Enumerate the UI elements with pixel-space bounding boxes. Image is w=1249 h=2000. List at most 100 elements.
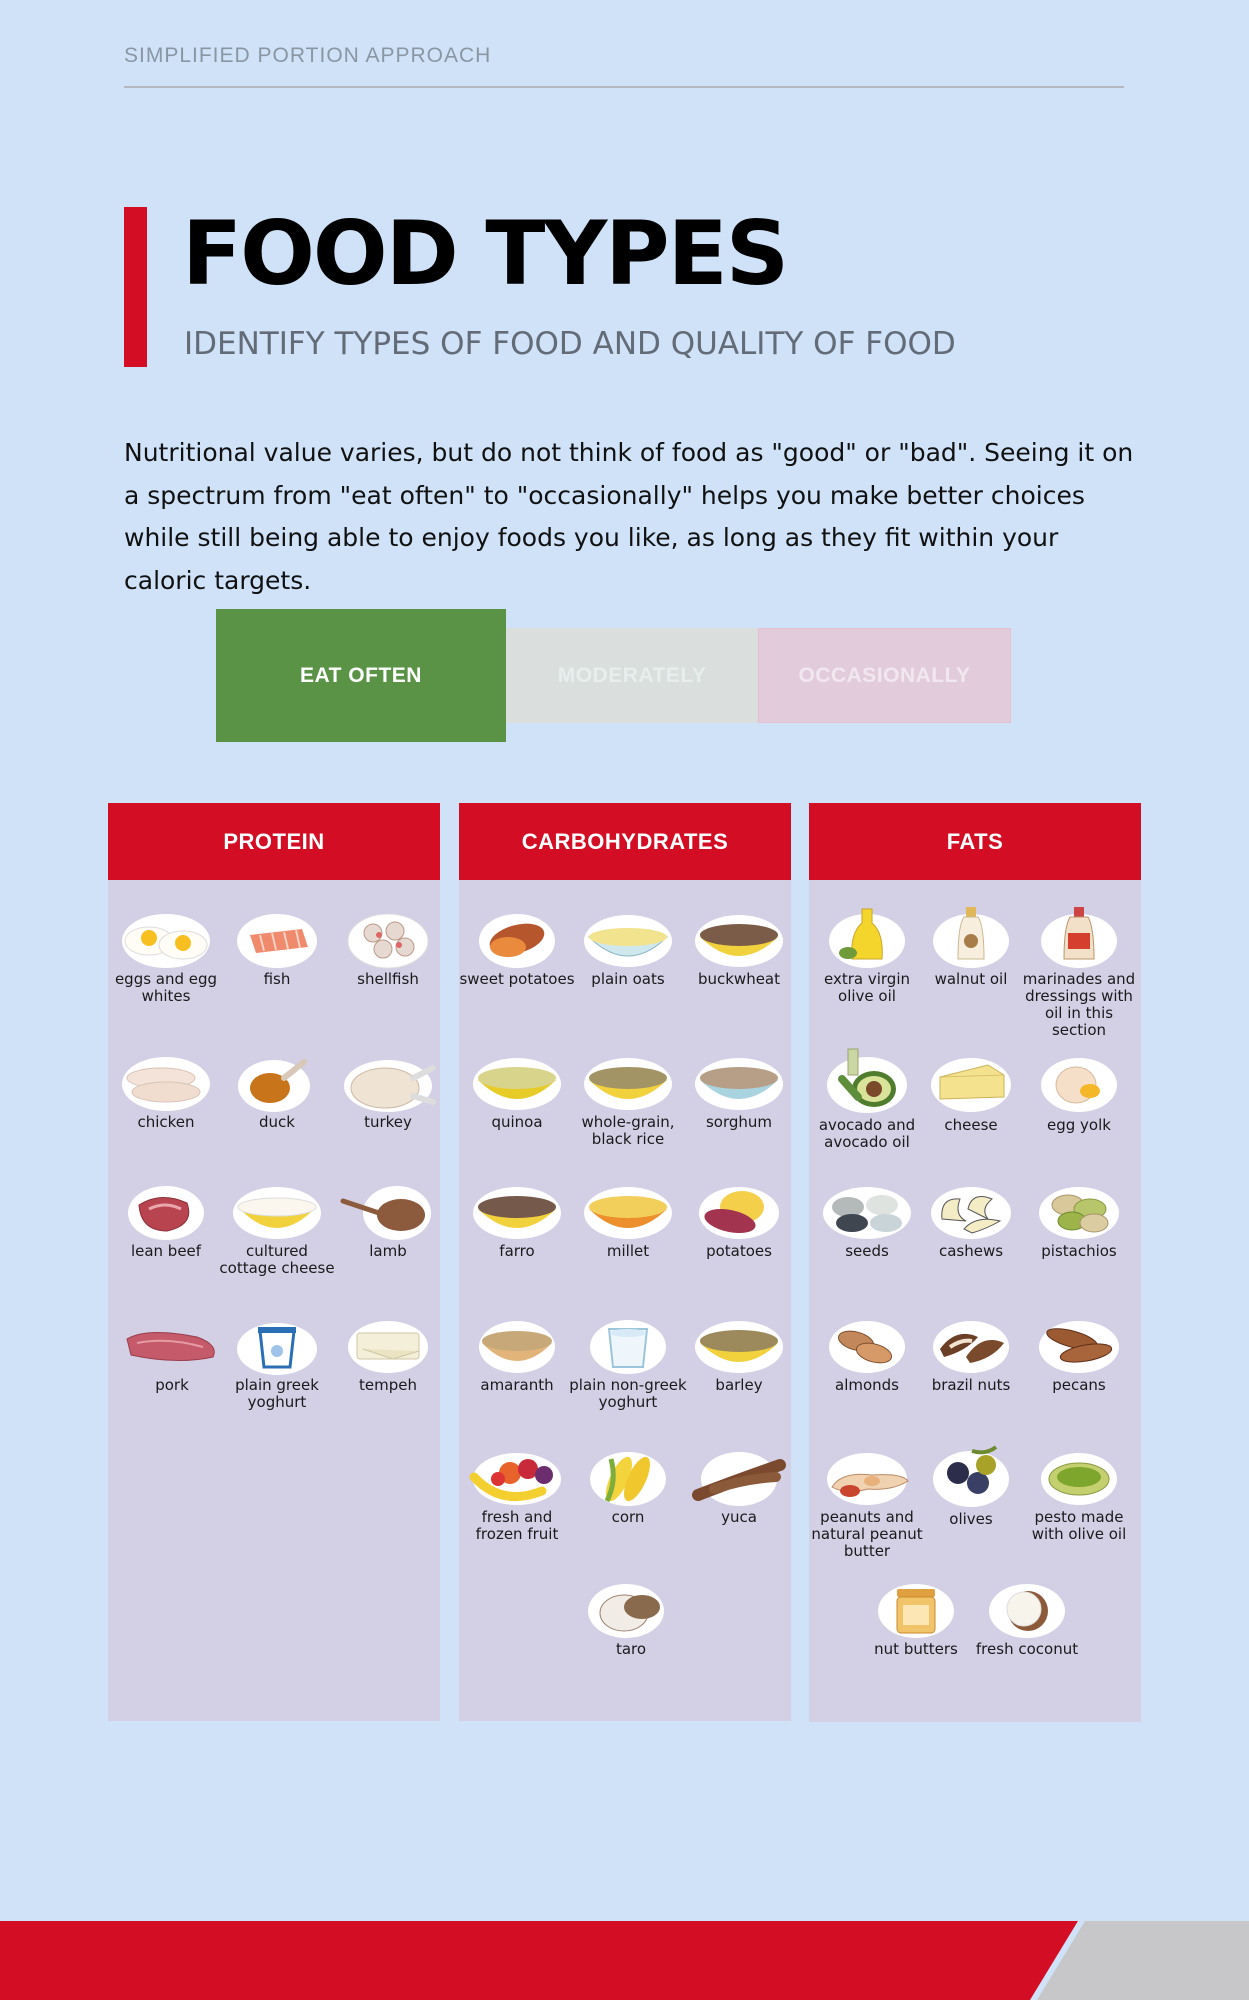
legend-eat-often[interactable]: EAT OFTEN <box>216 609 506 742</box>
food-item-dressings: marinades and dressings with oil in this… <box>1019 903 1139 1039</box>
cheese-icon <box>931 1058 1011 1112</box>
food-item-olive-oil: extra virgin olive oil <box>807 903 927 1005</box>
food-item-fish: fish <box>217 913 337 988</box>
food-label: whole-grain, black rice <box>581 1113 675 1148</box>
cashew-icon <box>931 1187 1011 1239</box>
olive-oil-bottle-icon <box>829 908 905 968</box>
food-label: walnut oil <box>934 970 1008 988</box>
food-label: olives <box>949 1510 993 1528</box>
lamb-icon <box>340 1186 431 1240</box>
pecan-icon <box>1039 1321 1119 1373</box>
food-item-seeds: seeds <box>807 1185 927 1260</box>
sorghum-bowl-icon <box>695 1058 783 1110</box>
eggs-icon <box>122 914 210 968</box>
title-accent-bar <box>124 207 147 367</box>
food-label: yuca <box>721 1508 757 1526</box>
tempeh-icon <box>348 1321 428 1373</box>
food-label: pistachios <box>1041 1242 1117 1260</box>
food-item-duck: duck <box>217 1056 337 1131</box>
food-label: millet <box>606 1242 650 1260</box>
food-label: marinades and dressings with oil in this… <box>1022 970 1136 1039</box>
food-item-sorghum: sorghum <box>679 1056 799 1131</box>
food-label: lamb <box>369 1242 407 1260</box>
yoghurt-glass-icon <box>590 1320 666 1374</box>
intro-paragraph: Nutritional value varies, but do not thi… <box>124 438 1134 595</box>
food-item-fruit: fresh and frozen fruit <box>457 1451 577 1543</box>
pesto-bowl-icon <box>1041 1453 1117 1505</box>
food-item-turkey: turkey <box>328 1056 448 1131</box>
dressing-bottle-icon <box>1041 907 1117 968</box>
food-label: corn <box>611 1508 645 1526</box>
fruit-icon <box>469 1453 561 1505</box>
legend-moderately[interactable]: MODERATELY <box>506 628 758 723</box>
corn-icon <box>590 1452 666 1506</box>
food-item-nut-butters: nut butters <box>856 1583 976 1658</box>
food-item-yuca: yuca <box>679 1451 799 1526</box>
food-item-millet: millet <box>568 1185 688 1260</box>
food-item-amaranth: amaranth <box>457 1319 577 1394</box>
chicken-icon <box>122 1057 210 1111</box>
avocado-icon <box>827 1048 907 1113</box>
food-item-eggs: eggs and egg whites <box>106 913 226 1005</box>
egg-yolk-icon <box>1041 1058 1117 1112</box>
food-item-cheese: cheese <box>911 1055 1031 1134</box>
nut-butter-jar-icon <box>878 1584 954 1638</box>
food-label: pecans <box>1052 1376 1106 1394</box>
sweet-potato-icon <box>479 914 555 968</box>
oats-bowl-icon <box>584 915 672 967</box>
food-label: potatoes <box>706 1242 772 1260</box>
food-item-pesto: pesto made with olive oil <box>1019 1451 1139 1543</box>
protein-column: PROTEIN eggs and egg whites fish shellfi… <box>108 803 440 1721</box>
food-item-cashews: cashews <box>911 1185 1031 1260</box>
food-item-olives: olives <box>911 1443 1031 1528</box>
turkey-icon <box>344 1060 436 1112</box>
food-item-plain-oats: plain oats <box>568 913 688 988</box>
food-item-sweet-potatoes: sweet potatoes <box>457 913 577 988</box>
carbohydrates-header: CARBOHYDRATES <box>459 803 791 880</box>
food-label: plain non-greek yoghurt <box>569 1376 687 1411</box>
food-label: pesto made with olive oil <box>1031 1508 1127 1543</box>
food-item-lean-beef: lean beef <box>106 1185 226 1260</box>
food-item-tempeh: tempeh <box>328 1319 448 1394</box>
page-subtitle: IDENTIFY TYPES OF FOOD AND QUALITY OF FO… <box>184 326 956 362</box>
food-item-walnut-oil: walnut oil <box>911 903 1031 988</box>
food-item-pistachios: pistachios <box>1019 1185 1139 1260</box>
legend-occasionally[interactable]: OCCASIONALLY <box>758 628 1011 723</box>
food-label: barley <box>715 1376 763 1394</box>
coconut-icon <box>989 1584 1065 1638</box>
food-item-pork: pork <box>112 1319 232 1394</box>
food-label: lean beef <box>130 1242 202 1260</box>
food-label: fish <box>263 970 291 988</box>
food-label: brazil nuts <box>931 1376 1011 1394</box>
food-label: egg yolk <box>1047 1116 1111 1134</box>
food-item-quinoa: quinoa <box>457 1056 577 1131</box>
almond-icon <box>829 1321 905 1373</box>
food-label: chicken <box>137 1113 195 1131</box>
buckwheat-bowl-icon <box>695 915 783 967</box>
yoghurt-cup-icon <box>237 1323 317 1375</box>
food-label: turkey <box>364 1113 412 1131</box>
food-label: pork <box>155 1376 189 1394</box>
food-label: plain greek yoghurt <box>235 1376 319 1411</box>
food-item-non-greek-yoghurt: plain non-greek yoghurt <box>568 1319 688 1411</box>
rice-bowl-icon <box>584 1058 672 1110</box>
food-label: quinoa <box>491 1113 543 1131</box>
food-label: tempeh <box>359 1376 417 1394</box>
food-label: fresh and frozen fruit <box>475 1508 559 1543</box>
food-label: eggs and egg whites <box>114 970 218 1005</box>
food-item-taro: taro <box>571 1583 691 1658</box>
farro-bowl-icon <box>473 1187 561 1239</box>
fats-column: FATS extra virgin olive oil walnut oil m… <box>809 803 1141 1722</box>
food-item-shellfish: shellfish <box>328 913 448 988</box>
header-rule <box>124 86 1124 88</box>
protein-header: PROTEIN <box>108 803 440 880</box>
food-item-fresh-coconut: fresh coconut <box>967 1583 1087 1658</box>
peanut-icon <box>827 1453 909 1505</box>
walnut-oil-bottle-icon <box>933 907 1009 968</box>
food-label: farro <box>499 1242 535 1260</box>
carbohydrates-column: CARBOHYDRATES sweet potatoes plain oats … <box>459 803 791 1721</box>
food-label: taro <box>615 1640 647 1658</box>
food-item-black-rice: whole-grain, black rice <box>568 1056 688 1148</box>
barley-bowl-icon <box>695 1321 783 1373</box>
fish-icon <box>237 914 317 968</box>
